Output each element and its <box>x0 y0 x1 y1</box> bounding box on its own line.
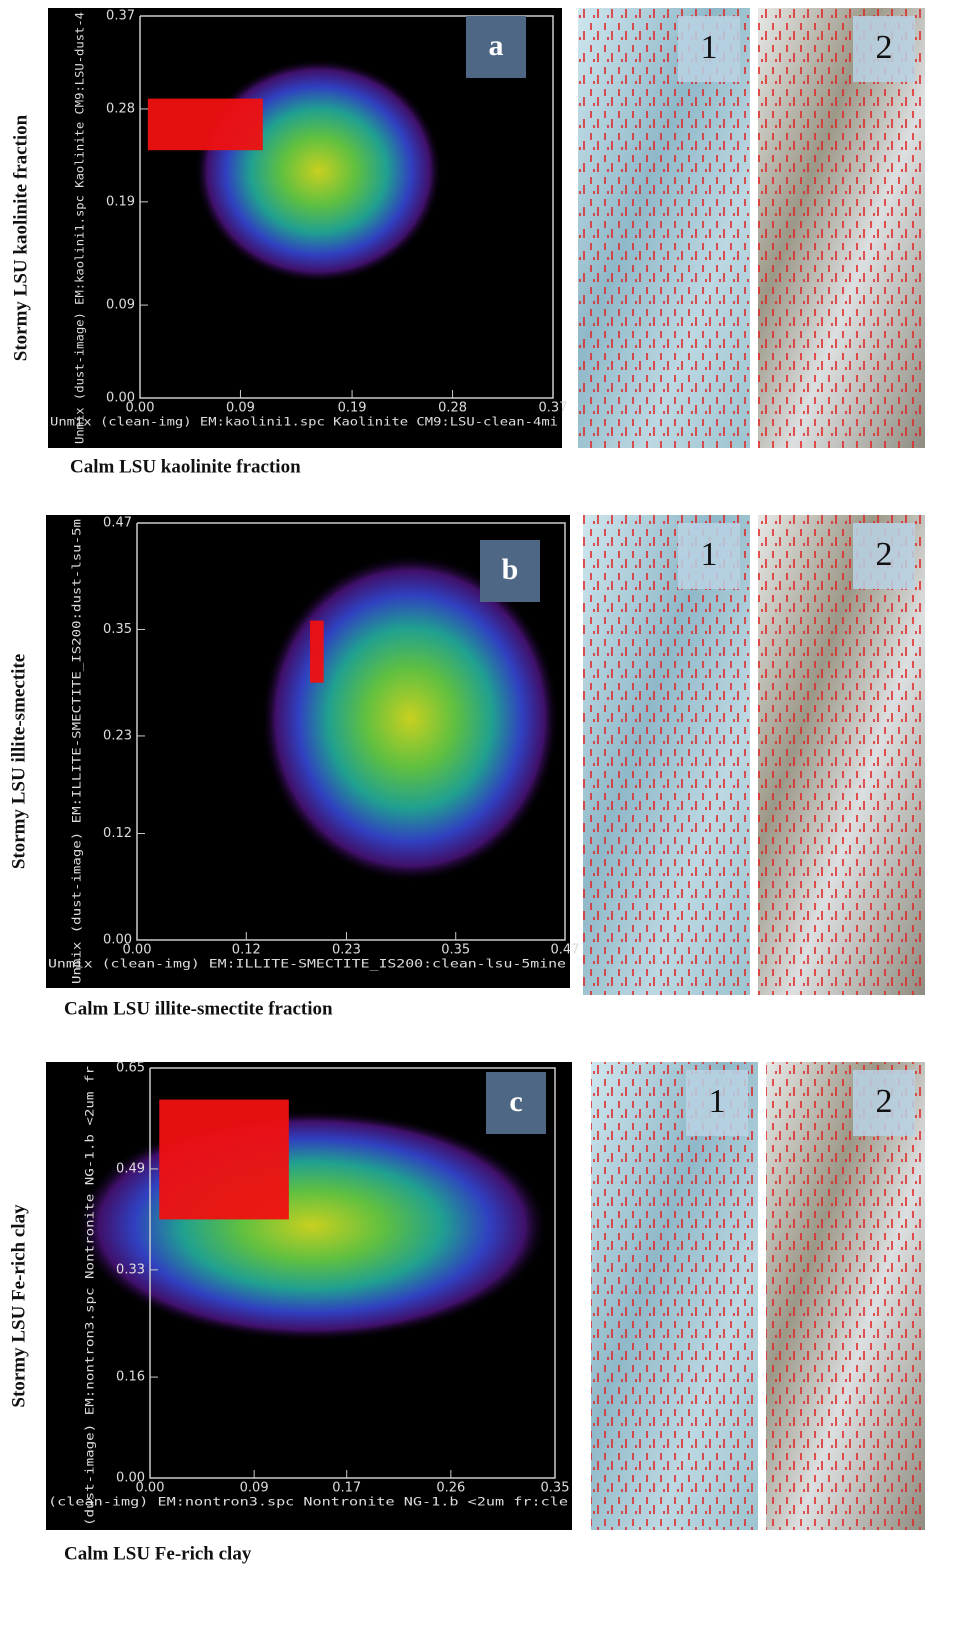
y-label: Stormy LSU kaolinite fraction <box>10 114 31 361</box>
panel-label: a <box>489 29 504 62</box>
panel-label: c <box>509 1085 522 1118</box>
x-tick-label: 0.47 <box>551 943 580 958</box>
y-tick-label: 0.00 <box>106 391 135 406</box>
x-tick-label: 0.19 <box>338 401 367 416</box>
y-tick-label: 0.09 <box>106 298 135 313</box>
image-label: 1 <box>701 536 718 573</box>
density-cloud <box>261 554 560 882</box>
x-axis-text: Unmix (clean-img) EM:ILLITE-SMECTITE_IS2… <box>48 957 566 971</box>
y-tick-label: 0.28 <box>106 101 135 116</box>
y-axis-text: Unmix (dust-image) EM:kaolini1.spc Kaoli… <box>73 12 87 444</box>
x-tick-label: 0.26 <box>436 1481 465 1496</box>
image-label: 1 <box>709 1083 726 1120</box>
image-label: 2 <box>876 29 893 66</box>
x-axis-text: (clean-img) EM:nontron3.spc Nontronite N… <box>48 1495 568 1509</box>
selection-region <box>310 621 324 683</box>
x-tick-label: 0.28 <box>438 401 467 416</box>
density-cloud <box>195 59 442 284</box>
y-tick-label: 0.19 <box>106 194 135 209</box>
x-tick-label: 0.17 <box>332 1481 361 1496</box>
selection-region <box>159 1100 289 1220</box>
y-tick-label: 0.37 <box>106 9 135 24</box>
y-tick-label: 0.00 <box>103 933 132 948</box>
y-tick-label: 0.65 <box>116 1061 145 1076</box>
figure: 0.00 0.09 0.19 0.28 0.37 0.00 0.09 0.19 0.28 0.37… <box>0 0 962 1631</box>
y-tick-label: 0.23 <box>103 728 132 743</box>
x-label: Calm LSU Fe-rich clay <box>64 1543 252 1564</box>
page: {"chart_data": [ {"type": "density", "pa… <box>0 0 962 1631</box>
x-axis-text: Unmix (clean-img) EM:kaolini1.spc Kaolin… <box>50 415 558 429</box>
x-tick-label: 0.12 <box>232 943 261 958</box>
selection-region <box>148 99 263 151</box>
panel-label: b <box>502 553 519 586</box>
x-tick-label: 0.09 <box>226 401 255 416</box>
density-cloud <box>75 1110 548 1341</box>
x-tick-label: 0.37 <box>539 401 568 416</box>
image-label: 2 <box>876 1083 893 1120</box>
y-axis-text: (dust-image) EM:nontron3.spc Nontronite … <box>83 1066 97 1526</box>
y-label: Stormy LSU illite-smectite <box>8 654 29 869</box>
y-tick-label: 0.16 <box>116 1370 145 1385</box>
y-tick-label: 0.00 <box>116 1471 145 1486</box>
y-tick-label: 0.49 <box>116 1161 145 1176</box>
y-tick-label: 0.12 <box>103 826 132 841</box>
x-tick-label: 0.23 <box>332 943 361 958</box>
x-tick-label: 0.35 <box>541 1481 570 1496</box>
image-label: 1 <box>701 29 718 66</box>
y-axis-text: Unmix (dust-image) EM:ILLITE-SMECTITE_IS… <box>70 519 84 984</box>
x-tick-label: 0.09 <box>240 1481 269 1496</box>
x-tick-label: 0.35 <box>441 943 470 958</box>
y-tick-label: 0.47 <box>103 516 132 531</box>
y-tick-label: 0.33 <box>116 1262 145 1277</box>
image-label: 2 <box>876 536 893 573</box>
y-label: Stormy LSU Fe-rich clay <box>8 1204 29 1408</box>
x-label: Calm LSU kaolinite fraction <box>70 456 301 477</box>
y-tick-label: 0.35 <box>103 622 132 637</box>
x-label: Calm LSU illite-smectite fraction <box>64 998 333 1019</box>
